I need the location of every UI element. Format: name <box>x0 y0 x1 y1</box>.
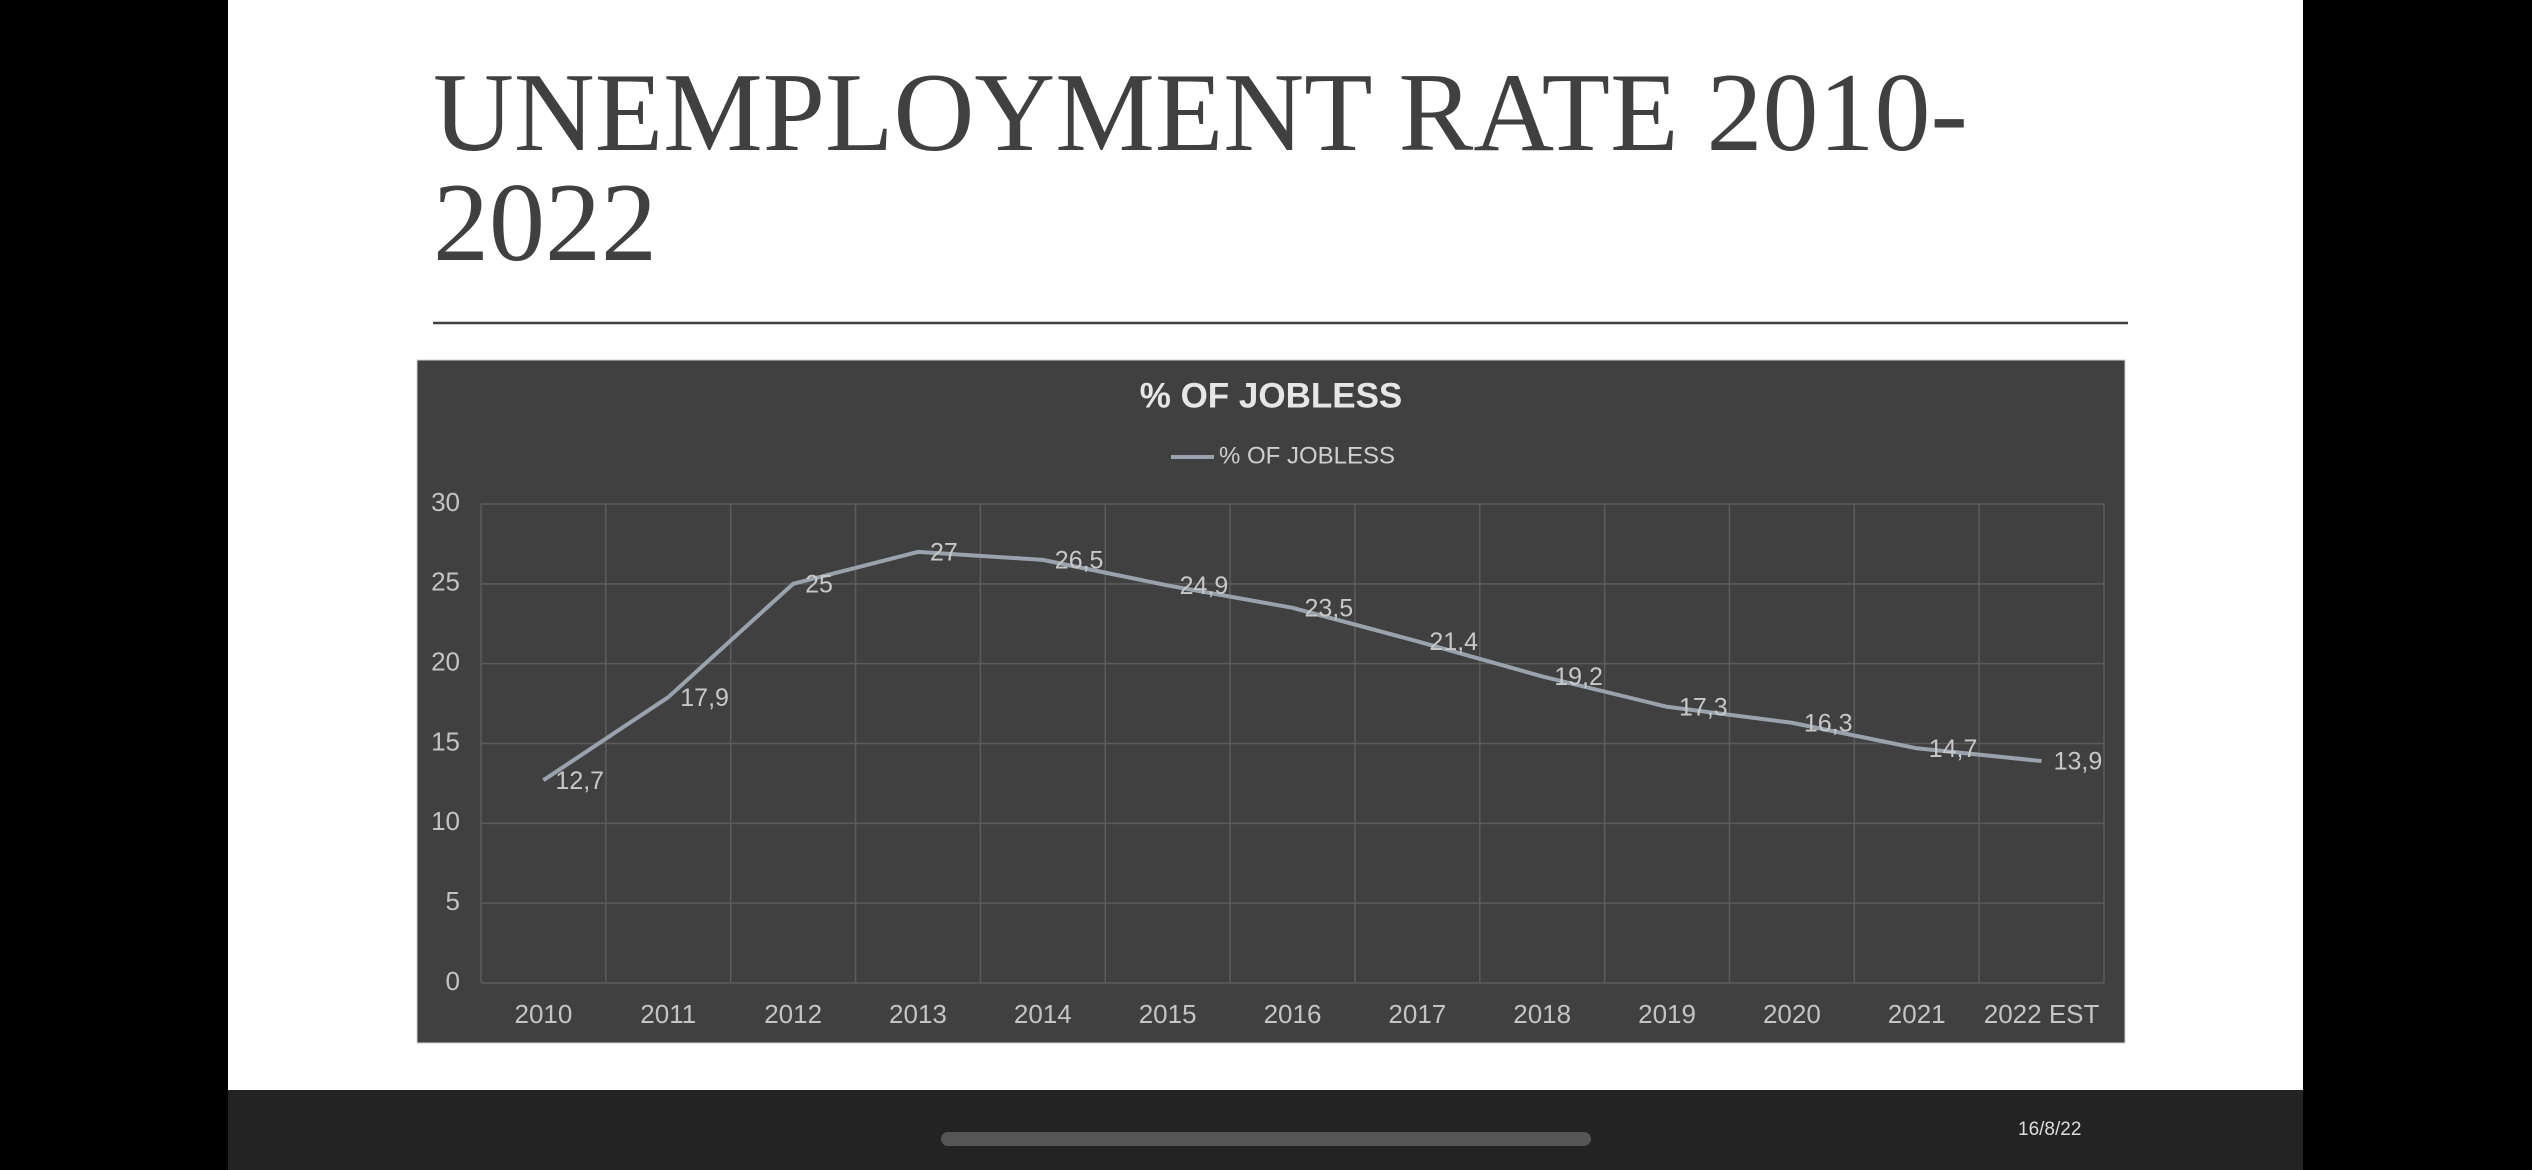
data-label: 26,5 <box>1055 546 1104 574</box>
data-label: 21,4 <box>1429 628 1478 656</box>
data-label: 14,7 <box>1929 735 1978 763</box>
data-line <box>542 549 2042 782</box>
x-tick-label: 2018 <box>1513 999 1571 1029</box>
home-indicator <box>941 1132 1591 1146</box>
data-label: 19,2 <box>1554 663 1603 691</box>
plot: 0 5 10 15 20 25 30 2010 2011 2012 2013 2014 2015 2016… <box>431 442 2105 1029</box>
legend-label: % OF JOBLESS <box>1219 442 1395 469</box>
data-label: 24,9 <box>1180 572 1229 600</box>
data-label: 16,3 <box>1804 709 1853 737</box>
bottom-bar <box>228 1090 2303 1170</box>
y-tick-label: 15 <box>431 726 460 756</box>
data-label: 23,5 <box>1305 594 1354 622</box>
x-tick-label: 2010 <box>515 999 573 1029</box>
data-label: 27 <box>930 539 958 567</box>
y-tick-label: 0 <box>446 966 460 996</box>
x-tick-label: 2016 <box>1264 999 1322 1029</box>
data-label: 25 <box>805 570 833 598</box>
x-tick-label: 2019 <box>1638 999 1696 1029</box>
data-label: 17,3 <box>1679 693 1728 721</box>
x-tick-label: 2012 <box>764 999 822 1029</box>
y-tick-label: 10 <box>431 806 460 836</box>
x-tick-label: 2020 <box>1763 999 1821 1029</box>
slide-date: 16/8/22 <box>2018 1119 2081 1140</box>
x-tick-label: 2014 <box>1014 999 1072 1029</box>
x-tick-label: 2021 <box>1888 999 1946 1029</box>
y-tick-label: 20 <box>431 647 460 677</box>
chart-area <box>416 359 2126 1044</box>
chart-title: % OF JOBLESS <box>1140 376 1403 415</box>
x-tick-label: 2022 EST <box>1984 999 2100 1029</box>
data-label: 12,7 <box>555 767 604 795</box>
data-label: 17,9 <box>680 684 729 712</box>
x-tick-label: 2011 <box>640 999 696 1029</box>
y-tick-label: 5 <box>446 886 460 916</box>
data-label: 13,9 <box>2054 748 2103 776</box>
y-tick-label: 30 <box>431 487 460 517</box>
x-tick-label: 2015 <box>1139 999 1197 1029</box>
y-tick-label: 25 <box>431 567 460 597</box>
slide-title: UNEMPLOYMENT RATE 2010-2022 <box>433 51 1968 285</box>
x-tick-label: 2013 <box>889 999 947 1029</box>
x-tick-label: 2017 <box>1388 999 1446 1029</box>
